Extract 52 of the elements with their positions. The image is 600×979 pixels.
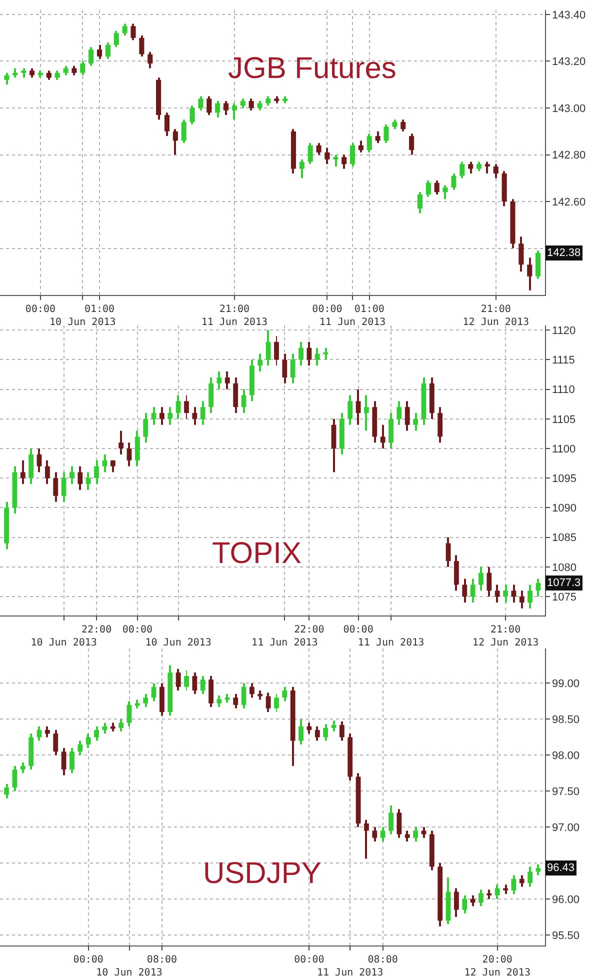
y-tick-label: 95.50 [552,930,580,942]
x-tick-label: 22:00 [294,624,324,636]
x-tick-label: 10 Jun 2013 [50,317,116,328]
x-tick-label: 00:00 [294,954,324,966]
y-tick-label: 1115 [552,354,575,367]
y-tick-label: 142.60 [552,196,586,208]
annotation: 96.43 [547,862,575,874]
x-tick-label: 10 Jun 2013 [30,638,97,649]
text: USDJPY [203,857,322,890]
y-tick-label: 96.00 [552,894,580,906]
y-tick-label: 143.40 [552,9,586,22]
annotation: 142.38 [547,247,581,259]
y-tick-label: 99.00 [552,678,580,690]
x-tick-label: 00:00 [25,304,56,316]
x-tick-label: 00:00 [73,954,104,966]
y-tick-label: 1120 [552,324,576,337]
x-tick-label: 11 Jun 2013 [316,968,384,979]
y-tick-label: 1085 [552,532,576,544]
x-tick-label: 10 Jun 2013 [96,968,162,979]
x-tick-label: 20:00 12 Jun 2013 [464,954,530,979]
annotation: 1077.3 [547,577,581,589]
y-tick-label: 1080 [552,562,576,574]
y-tick-label: 142.80 [552,150,586,162]
x-tick-label: 01:00 [84,304,115,316]
y-tick-label: 1100 [552,443,576,456]
x-tick-label: 22:00 [81,624,112,636]
y-tick-label: 97.00 [552,822,580,834]
x-tick-label: 11 Jun 2013 [252,638,318,649]
y-tick-label: 97.50 [552,786,580,798]
x-tick-label: 11 Jun 2013 [319,317,386,328]
y-tick-label: 98.00 [552,750,580,762]
text: TOPIX [212,537,302,570]
x-tick-label: 21:00 11 Jun 2013 [201,304,268,328]
x-tick-label: 11 Jun 2013 [358,638,424,649]
y-tick-label: 1110 [552,384,575,396]
y-tick-label: 1090 [552,502,576,515]
x-tick-label: 21:00 12 Jun 2013 [462,304,530,328]
x-tick-label: 01:00 [354,304,384,316]
x-tick-label: 21:00 12 Jun 2013 [472,624,539,649]
y-tick-label: 1095 [552,472,576,485]
text: JGB Futures [228,52,396,85]
x-tick-label: 10 Jun 2013 [145,638,212,649]
x-tick-label: 08:00 [368,954,398,966]
y-tick-label: 143.20 [552,56,586,68]
y-tick-label: 1075 [552,591,576,604]
x-tick-label: 00:00 [122,624,152,636]
y-tick-label: 143.00 [552,102,586,115]
y-tick-label: 1105 [552,414,576,426]
y-tick-label: 98.50 [552,714,580,726]
x-tick-label: 00:00 [312,304,342,316]
x-tick-label: 00:00 [343,624,374,636]
x-tick-label: 08:00 [146,954,178,966]
